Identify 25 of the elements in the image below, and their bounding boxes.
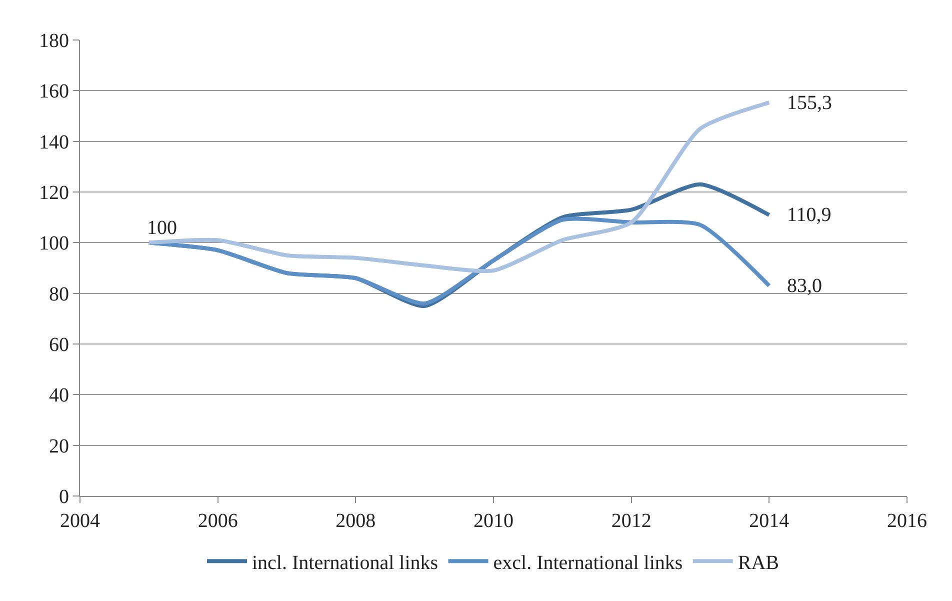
data-label: 155,3 [787,92,832,114]
y-tick-label: 160 [39,80,69,103]
y-tick-label: 40 [49,384,69,407]
line-series [146,100,772,274]
x-tick-label: 2004 [60,510,100,532]
x-tick-label: 2006 [198,510,238,532]
x-tick-label: 2016 [887,510,927,532]
legend-label: RAB [738,552,780,574]
y-tick-label: 60 [49,334,69,356]
x-tick-label: 2010 [474,510,514,532]
data-label: 100 [147,217,177,239]
y-tick-label: 0 [59,486,69,508]
x-tick-label: 2008 [336,510,376,532]
legend-label: excl. International links [493,552,683,574]
y-tick-label: 120 [39,182,69,204]
x-tick-label: 2012 [611,510,652,532]
y-tick-label: 80 [49,283,69,306]
legend-label: incl. International links [252,552,438,574]
x-tick-label: 2014 [749,510,790,532]
y-tick-label: 140 [39,131,69,154]
y-tick-label: 20 [49,435,69,458]
data-label: 110,9 [787,204,832,226]
data-label: 83,0 [787,275,822,297]
y-tick-label: 180 [39,30,69,52]
y-tick-label: 100 [39,232,69,255]
